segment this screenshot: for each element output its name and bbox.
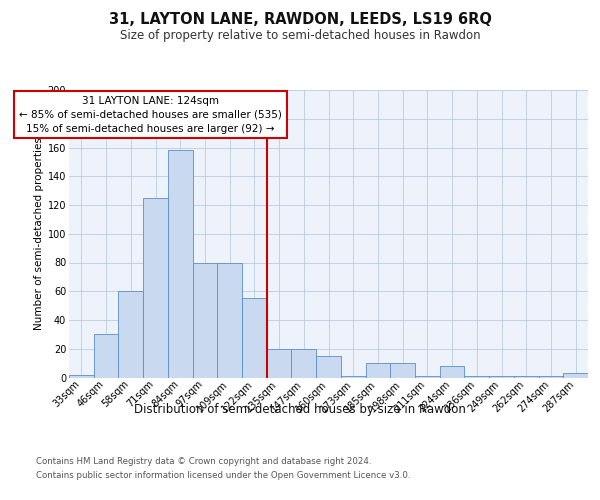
Bar (316, 356, 341, 378)
Bar (464, 376, 489, 378)
Bar (242, 298, 267, 378)
Bar (69, 374, 94, 378)
Bar (292, 349, 316, 378)
Bar (440, 366, 464, 378)
Bar (341, 376, 365, 378)
Text: Size of property relative to semi-detached houses in Rawdon: Size of property relative to semi-detach… (119, 29, 481, 42)
Bar (118, 291, 143, 378)
Text: Contains public sector information licensed under the Open Government Licence v3: Contains public sector information licen… (36, 471, 410, 480)
Text: Distribution of semi-detached houses by size in Rawdon: Distribution of semi-detached houses by … (134, 402, 466, 415)
Text: Contains HM Land Registry data © Crown copyright and database right 2024.: Contains HM Land Registry data © Crown c… (36, 457, 371, 466)
Bar (168, 150, 193, 378)
Bar (415, 376, 440, 378)
Bar (94, 334, 118, 378)
Bar (563, 373, 588, 378)
Bar (193, 262, 217, 378)
Bar (267, 349, 292, 378)
Text: 31 LAYTON LANE: 124sqm
← 85% of semi-detached houses are smaller (535)
15% of se: 31 LAYTON LANE: 124sqm ← 85% of semi-det… (19, 96, 282, 134)
Bar (217, 262, 242, 378)
Bar (489, 376, 514, 378)
Bar (143, 198, 168, 378)
Bar (514, 376, 539, 378)
Bar (365, 363, 390, 378)
Bar (539, 376, 563, 378)
Text: 31, LAYTON LANE, RAWDON, LEEDS, LS19 6RQ: 31, LAYTON LANE, RAWDON, LEEDS, LS19 6RQ (109, 12, 491, 28)
Bar (390, 363, 415, 378)
Y-axis label: Number of semi-detached properties: Number of semi-detached properties (34, 138, 44, 330)
